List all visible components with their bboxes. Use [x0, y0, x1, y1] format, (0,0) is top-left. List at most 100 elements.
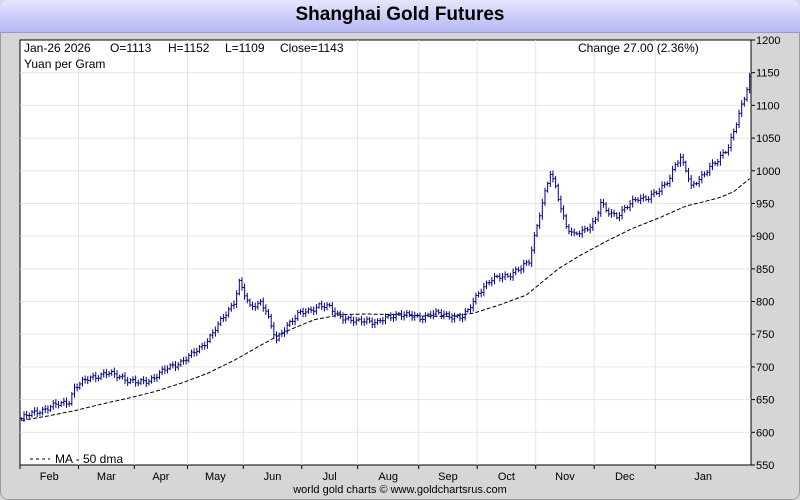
price-bar	[735, 122, 738, 134]
price-bar	[559, 195, 563, 213]
price-bar	[304, 308, 308, 318]
price-bar	[602, 198, 605, 208]
price-bar	[187, 352, 191, 363]
price-bar	[245, 292, 249, 304]
price-bar	[346, 315, 350, 321]
price-bar	[458, 312, 462, 322]
price-bar	[368, 316, 371, 324]
price-bar	[378, 317, 382, 324]
price-bar	[671, 165, 674, 183]
price-bar	[503, 271, 507, 281]
price-bar	[533, 232, 536, 254]
y-axis: 550 600 650 700 750 800 850 900 950 1000 1050 1100 1…	[751, 35, 780, 472]
price-bar	[665, 181, 669, 187]
price-bar	[745, 87, 749, 102]
price-bar	[522, 259, 526, 273]
y-tick-label: 800	[756, 297, 774, 309]
price-bar	[543, 187, 547, 206]
price-bar	[216, 321, 220, 334]
price-bar	[269, 313, 273, 329]
price-bar	[410, 311, 414, 321]
price-bar	[604, 202, 608, 213]
price-bar	[493, 272, 496, 285]
y-tick-label: 900	[756, 231, 774, 243]
price-bar	[277, 332, 281, 342]
price-bar	[131, 376, 135, 384]
price-bar	[163, 365, 167, 375]
price-bar	[463, 307, 467, 321]
price-bar	[105, 368, 108, 379]
x-tick-label: May	[205, 471, 226, 483]
price-bar	[357, 317, 361, 322]
price-bar	[51, 400, 55, 410]
price-bar	[668, 174, 672, 188]
price-bar	[65, 397, 68, 408]
price-bar	[211, 329, 215, 339]
price-bar	[479, 288, 483, 298]
price-bar	[530, 246, 533, 268]
price-bar	[708, 162, 712, 177]
price-bar	[541, 198, 544, 220]
price-bar	[705, 169, 709, 177]
price-bar	[418, 312, 422, 323]
price-bar	[432, 310, 435, 320]
price-bar	[118, 374, 121, 380]
price-bar	[62, 397, 66, 406]
price-bar	[511, 268, 515, 281]
y-tick-label: 600	[756, 427, 774, 439]
price-bar	[517, 267, 520, 273]
price-bar	[615, 212, 619, 220]
price-bar	[514, 266, 518, 276]
price-bar	[121, 373, 124, 380]
x-tick-label: Jun	[264, 471, 282, 483]
price-bar	[437, 309, 440, 315]
price-bar	[743, 96, 746, 107]
price-bar	[91, 372, 95, 381]
info-open: O=1113	[110, 41, 152, 55]
price-bar	[317, 302, 321, 309]
y-tick-label: 700	[756, 362, 774, 374]
price-bar	[703, 171, 706, 178]
price-bar	[405, 310, 409, 318]
x-tick-label: Dec	[615, 471, 635, 483]
price-bar	[575, 231, 579, 236]
price-bar	[408, 310, 411, 318]
x-tick-label: Mar	[97, 471, 116, 483]
price-bar	[293, 314, 297, 326]
price-bar	[684, 160, 688, 173]
price-bar	[498, 273, 502, 282]
price-bar	[556, 183, 560, 202]
price-bar	[721, 149, 725, 159]
price-bar	[336, 310, 339, 317]
price-bar	[264, 304, 268, 315]
price-bar	[599, 198, 603, 217]
x-tick-label: Oct	[498, 471, 515, 483]
price-bar	[182, 357, 185, 365]
price-bar	[482, 282, 486, 297]
price-bar	[139, 377, 143, 385]
info-change: Change 27.00 (2.36%)	[578, 41, 699, 55]
price-bar	[142, 376, 145, 385]
price-bar	[49, 404, 52, 412]
price-bar	[461, 313, 464, 323]
price-bar	[129, 378, 132, 385]
price-bars	[20, 72, 751, 422]
price-bar	[192, 348, 196, 357]
price-bar	[251, 301, 254, 310]
price-bar	[719, 151, 722, 166]
price-bar	[623, 204, 627, 213]
price-bar	[727, 144, 730, 156]
price-bar	[272, 322, 276, 339]
price-bar	[376, 318, 379, 325]
price-bar	[572, 228, 576, 237]
price-bar	[679, 153, 682, 167]
price-bar	[450, 313, 454, 323]
price-bar	[267, 309, 270, 319]
price-bar	[168, 363, 172, 371]
price-bar	[607, 207, 611, 217]
legend-label: MA - 50 dma	[55, 452, 123, 466]
price-bar	[200, 342, 204, 350]
price-bar	[354, 316, 358, 326]
price-bar	[203, 341, 207, 350]
info-low: L=1109	[225, 41, 265, 55]
